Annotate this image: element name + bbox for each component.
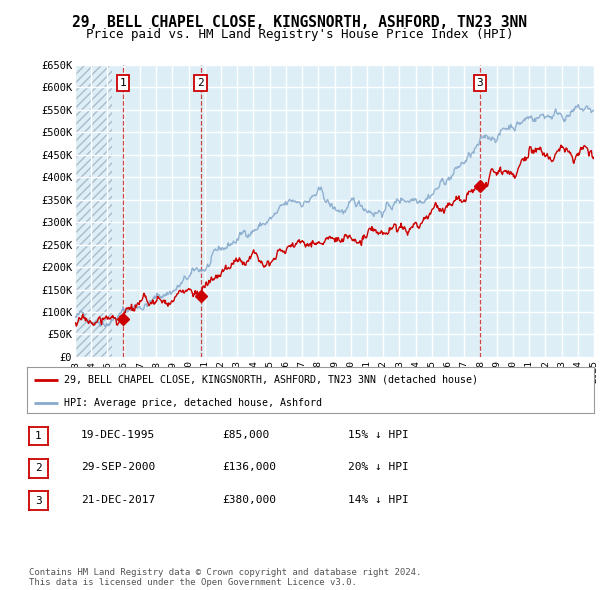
Text: 19-DEC-1995: 19-DEC-1995 <box>81 430 155 440</box>
Text: 21-DEC-2017: 21-DEC-2017 <box>81 495 155 504</box>
Text: 3: 3 <box>476 78 484 88</box>
Text: 1: 1 <box>119 78 127 88</box>
Bar <box>75 65 112 357</box>
Text: 2: 2 <box>35 464 42 473</box>
Text: £85,000: £85,000 <box>222 430 269 440</box>
Text: 14% ↓ HPI: 14% ↓ HPI <box>348 495 409 504</box>
Text: Contains HM Land Registry data © Crown copyright and database right 2024.
This d: Contains HM Land Registry data © Crown c… <box>29 568 421 587</box>
Text: 29-SEP-2000: 29-SEP-2000 <box>81 463 155 472</box>
Text: HPI: Average price, detached house, Ashford: HPI: Average price, detached house, Ashf… <box>64 398 322 408</box>
Text: 15% ↓ HPI: 15% ↓ HPI <box>348 430 409 440</box>
Text: 29, BELL CHAPEL CLOSE, KINGSNORTH, ASHFORD, TN23 3NN (detached house): 29, BELL CHAPEL CLOSE, KINGSNORTH, ASHFO… <box>64 375 478 385</box>
Text: £136,000: £136,000 <box>222 463 276 472</box>
Text: Price paid vs. HM Land Registry's House Price Index (HPI): Price paid vs. HM Land Registry's House … <box>86 28 514 41</box>
Text: 2: 2 <box>197 78 204 88</box>
Text: 1: 1 <box>35 431 42 441</box>
Text: 20% ↓ HPI: 20% ↓ HPI <box>348 463 409 472</box>
Text: 3: 3 <box>35 496 42 506</box>
Text: £380,000: £380,000 <box>222 495 276 504</box>
Text: 29, BELL CHAPEL CLOSE, KINGSNORTH, ASHFORD, TN23 3NN: 29, BELL CHAPEL CLOSE, KINGSNORTH, ASHFO… <box>73 15 527 30</box>
